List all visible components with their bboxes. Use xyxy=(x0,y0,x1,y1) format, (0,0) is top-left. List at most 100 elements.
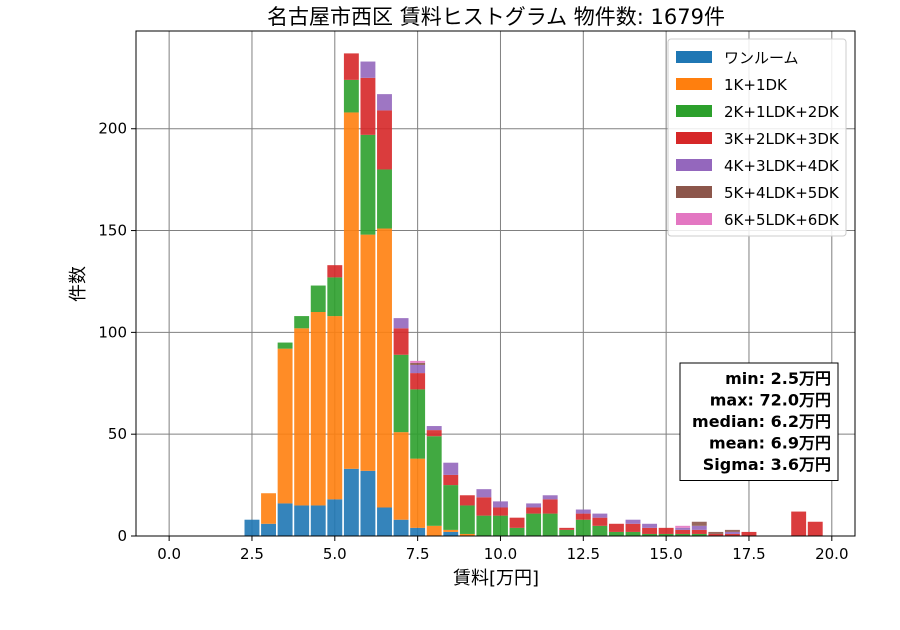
legend-box xyxy=(667,38,847,237)
histogram-bar xyxy=(327,277,343,317)
histogram-bar xyxy=(592,525,608,536)
histogram-bar xyxy=(509,517,525,528)
histogram-bar xyxy=(526,513,542,536)
histogram-bar xyxy=(377,169,392,229)
histogram-bar xyxy=(277,348,293,504)
histogram-bar xyxy=(426,430,442,437)
histogram-bar xyxy=(608,523,624,532)
y-tick-label: 200 xyxy=(98,120,127,138)
stats-annotation: min: 2.5万円 max: 72.0万円 median: 6.2万円 mean: … xyxy=(679,362,839,481)
legend-swatch xyxy=(676,105,712,117)
histogram-bar xyxy=(393,519,409,536)
histogram-bar xyxy=(360,134,376,235)
histogram-bar xyxy=(476,515,492,536)
histogram-bar xyxy=(724,529,740,532)
histogram-bar xyxy=(377,228,392,508)
histogram-bar xyxy=(459,495,475,506)
stats-line: min: 2.5万円 xyxy=(725,369,831,388)
histogram-bar xyxy=(443,531,459,536)
legend-swatch xyxy=(676,186,712,198)
x-tick-label: 15.0 xyxy=(649,545,682,563)
histogram-bar xyxy=(691,521,707,526)
histogram-bar xyxy=(575,519,591,536)
histogram-bar xyxy=(592,517,608,526)
histogram-bar xyxy=(360,77,376,135)
histogram-bar xyxy=(608,531,624,536)
histogram-bar xyxy=(393,318,409,329)
stats-box xyxy=(679,362,839,481)
x-tick-label: 7.5 xyxy=(406,545,430,563)
histogram-bar xyxy=(542,513,558,536)
legend-label: 6K+5LDK+6DK xyxy=(724,211,840,229)
histogram-bar xyxy=(526,503,542,508)
histogram-bar xyxy=(377,507,392,536)
chart-title: 名古屋市西区 賃料ヒストグラム 物件数: 1679件 xyxy=(267,5,725,29)
histogram-bar xyxy=(459,533,475,536)
legend-label: 5K+4LDK+5DK xyxy=(724,184,840,202)
x-tick-label: 17.5 xyxy=(732,545,765,563)
histogram-bar xyxy=(426,525,442,536)
stats-line: mean: 6.9万円 xyxy=(709,434,831,453)
histogram-bar xyxy=(625,531,641,536)
histogram-bar xyxy=(807,521,823,536)
histogram-bar xyxy=(377,94,392,111)
histogram-bar xyxy=(277,342,293,349)
histogram-bar xyxy=(493,501,508,508)
stats-line: Sigma: 3.6万円 xyxy=(703,455,831,474)
histogram-bar xyxy=(377,110,392,170)
legend-swatch xyxy=(676,132,712,144)
histogram-bar xyxy=(327,499,343,536)
histogram-bar xyxy=(476,497,492,516)
histogram-bar xyxy=(724,533,740,536)
legend-label: 4K+3LDK+4DK xyxy=(724,157,840,175)
histogram-bar xyxy=(575,509,591,514)
histogram-bar xyxy=(310,285,326,313)
histogram-bar xyxy=(658,527,674,534)
histogram-bar xyxy=(675,529,691,534)
histogram-bar xyxy=(261,493,276,524)
histogram-bar xyxy=(642,527,658,534)
histogram-bar xyxy=(343,468,359,536)
histogram-bar xyxy=(327,265,343,278)
histogram-bar xyxy=(244,519,260,536)
histogram-bar xyxy=(294,316,310,329)
stats-line: median: 6.2万円 xyxy=(692,412,831,431)
histogram-bar xyxy=(575,513,591,520)
histogram-bar xyxy=(343,112,359,469)
histogram-bar xyxy=(675,533,691,536)
legend: ワンルーム 1K+1DK 2K+1LDK+2DK 3K+2LDK+3DK 4K+3LDK… xyxy=(667,38,847,237)
histogram-bar xyxy=(426,436,442,526)
histogram-bar xyxy=(393,354,409,433)
legend-swatch xyxy=(676,159,712,171)
histogram-bar xyxy=(741,531,757,536)
histogram-bar xyxy=(691,529,707,534)
histogram-bar xyxy=(675,525,691,528)
histogram-bar xyxy=(675,527,691,530)
histogram-bar xyxy=(542,495,558,500)
x-tick-label: 5.0 xyxy=(323,545,347,563)
x-tick-label: 20.0 xyxy=(815,545,848,563)
y-tick-label: 50 xyxy=(108,425,127,443)
histogram-bar xyxy=(410,527,426,536)
histogram-bar xyxy=(708,531,724,534)
histogram-bar xyxy=(708,533,724,536)
x-tick-label: 0.0 xyxy=(157,545,181,563)
histogram-bar xyxy=(343,79,359,113)
histogram-bar xyxy=(493,507,508,516)
histogram-bar xyxy=(625,523,641,532)
x-axis-label: 賃料[万円] xyxy=(453,568,539,589)
plot-frame xyxy=(135,30,856,537)
x-tick-label: 2.5 xyxy=(240,545,264,563)
histogram-bar xyxy=(509,527,525,536)
histogram-bar xyxy=(410,389,426,459)
histogram-bar xyxy=(642,533,658,536)
histogram-bar xyxy=(410,360,426,363)
histogram-bar xyxy=(443,485,459,530)
histogram-bar xyxy=(410,362,426,365)
histogram-bar xyxy=(393,328,409,355)
legend-label: 3K+2LDK+3DK xyxy=(724,130,840,148)
histogram-bar xyxy=(410,364,426,374)
histogram-bar xyxy=(459,505,475,534)
histogram-bar xyxy=(310,312,326,506)
